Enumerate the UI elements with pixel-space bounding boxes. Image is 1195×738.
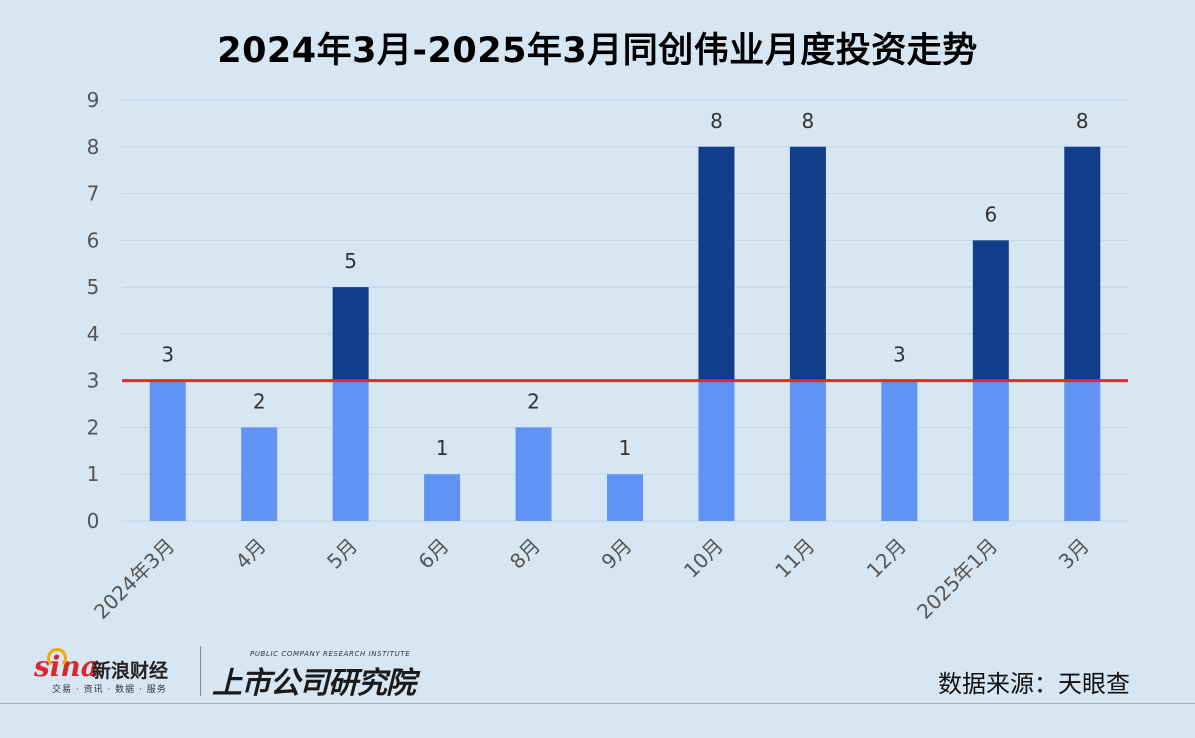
data-label: 5 bbox=[344, 249, 357, 273]
institute-logo: PUBLIC COMPANY RESEARCH INSTITUTE 上市公司研究… bbox=[212, 650, 432, 701]
x-tick-label: 2024年3月 bbox=[89, 534, 179, 624]
y-axis: 0 1 2 3 4 5 6 7 8 9 bbox=[87, 88, 100, 533]
x-tick-label: 2025年1月 bbox=[912, 534, 1002, 624]
sina-finance-logo: sina 新浪财经 交易 · 资讯 · 数据 · 服务 bbox=[34, 648, 194, 696]
data-label: 8 bbox=[710, 109, 723, 133]
data-label: 1 bbox=[619, 436, 632, 460]
data-source: 数据来源：天眼查 bbox=[938, 670, 1130, 698]
chart-title: 2024年3月-2025年3月同创伟业月度投资走势 bbox=[217, 31, 978, 71]
y-tick-label: 4 bbox=[87, 322, 100, 346]
y-tick-label: 3 bbox=[87, 369, 100, 393]
sina-finance-tagline: 交易 · 资讯 · 数据 · 服务 bbox=[52, 685, 167, 695]
data-label: 8 bbox=[802, 109, 815, 133]
data-label: 2 bbox=[253, 389, 266, 413]
x-tick-label: 4月 bbox=[231, 534, 271, 574]
bar-segment-base bbox=[1064, 380, 1101, 521]
bar-segment-excess bbox=[1064, 146, 1101, 381]
y-tick-label: 7 bbox=[87, 182, 100, 206]
bar-segment-base bbox=[332, 380, 369, 521]
y-tick-label: 8 bbox=[87, 135, 100, 159]
y-tick-label: 6 bbox=[87, 228, 100, 252]
bar-segment-base bbox=[515, 427, 552, 521]
y-tick-label: 5 bbox=[87, 275, 100, 299]
x-tick-label: 3月 bbox=[1054, 534, 1094, 574]
y-tick-label: 2 bbox=[87, 415, 100, 439]
bar-segment-base bbox=[698, 380, 735, 521]
data-label: 6 bbox=[984, 202, 997, 226]
bar-segment-base bbox=[789, 380, 826, 521]
data-label: 2 bbox=[527, 389, 540, 413]
x-tick-label: 5月 bbox=[322, 534, 362, 574]
y-tick-label: 0 bbox=[87, 509, 100, 533]
x-tick-label: 10月 bbox=[679, 534, 728, 583]
bar-segment-excess bbox=[972, 240, 1009, 381]
sina-eye-icon bbox=[47, 648, 67, 668]
bar-segment-base bbox=[424, 474, 461, 521]
data-label: 3 bbox=[893, 343, 906, 367]
bar-segment-excess bbox=[789, 146, 826, 381]
logo-divider bbox=[200, 646, 201, 696]
bar-segment-base bbox=[607, 474, 643, 521]
x-tick-label: 9月 bbox=[596, 534, 636, 574]
bar-chart: 0 1 2 3 4 5 6 7 8 9 3 2 5 1 2 1 8 8 3 6 8 2024年3月 4月 5月 6月 8月 9月… bbox=[87, 88, 1128, 624]
bar-segment-base bbox=[881, 380, 918, 521]
x-axis: 2024年3月 4月 5月 6月 8月 9月 10月 11月 12月 2025年1月 3月 bbox=[89, 534, 1094, 624]
x-tick-label: 6月 bbox=[414, 534, 454, 574]
institute-chinese-name: 上市公司研究院 bbox=[212, 666, 416, 701]
bar-segment-excess bbox=[332, 287, 369, 381]
y-tick-label: 1 bbox=[87, 462, 100, 486]
data-label: 1 bbox=[436, 436, 449, 460]
bar-segment-excess bbox=[698, 146, 735, 381]
bar-segment-base bbox=[149, 380, 186, 521]
sina-finance-name: 新浪财经 bbox=[92, 660, 169, 682]
bars bbox=[149, 146, 1101, 521]
institute-english-name: PUBLIC COMPANY RESEARCH INSTITUTE bbox=[250, 650, 411, 658]
bar-segment-base bbox=[241, 427, 278, 521]
y-tick-label: 9 bbox=[87, 88, 100, 112]
data-labels: 3 2 5 1 2 1 8 8 3 6 8 bbox=[161, 109, 1088, 460]
x-tick-label: 12月 bbox=[862, 534, 911, 583]
x-tick-label: 11月 bbox=[770, 534, 819, 583]
data-label: 3 bbox=[161, 343, 174, 367]
footer-divider bbox=[0, 703, 1195, 704]
x-tick-label: 8月 bbox=[505, 534, 545, 574]
data-label: 8 bbox=[1076, 109, 1089, 133]
bar-segment-base bbox=[972, 380, 1009, 521]
